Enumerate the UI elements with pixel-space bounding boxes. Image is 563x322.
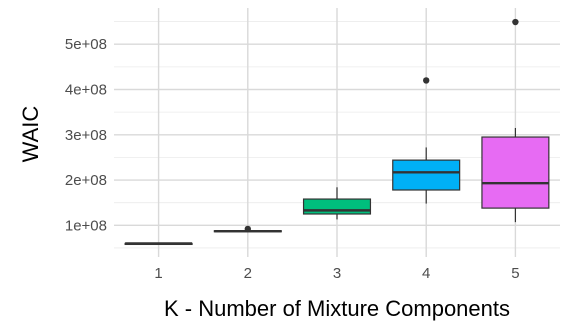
x-tick-label: 3: [333, 265, 341, 282]
grid-lines: [114, 8, 560, 257]
x-tick-label: 5: [511, 265, 519, 282]
y-tick-labels: 1e+08 2e+08 3e+08 4e+08 5e+08: [65, 36, 107, 234]
box-body: [481, 136, 550, 209]
box-body: [392, 159, 461, 191]
outlier-point: [244, 225, 251, 233]
x-tick-labels: 1 2 3 4 5: [154, 265, 519, 282]
x-tick-label: 4: [422, 265, 430, 282]
outlier-point: [423, 77, 430, 84]
y-axis-title: WAIC: [18, 106, 43, 163]
y-tick-label: 2e+08: [65, 172, 107, 189]
y-tick-label: 1e+08: [65, 217, 107, 234]
y-tick-label: 4e+08: [65, 81, 107, 98]
box-body: [302, 198, 372, 215]
box-5: [481, 18, 550, 223]
x-tick-label: 2: [244, 265, 252, 282]
outlier-point: [512, 18, 519, 26]
y-tick-label: 5e+08: [65, 36, 107, 53]
box-2: [213, 225, 282, 233]
box-1: [124, 242, 193, 246]
box-series: [124, 18, 550, 246]
box-4: [392, 77, 461, 204]
x-tick-label: 1: [154, 265, 162, 282]
y-tick-label: 3e+08: [65, 127, 107, 144]
box-3: [302, 187, 372, 220]
x-axis-title: K - Number of Mixture Components: [164, 296, 510, 321]
